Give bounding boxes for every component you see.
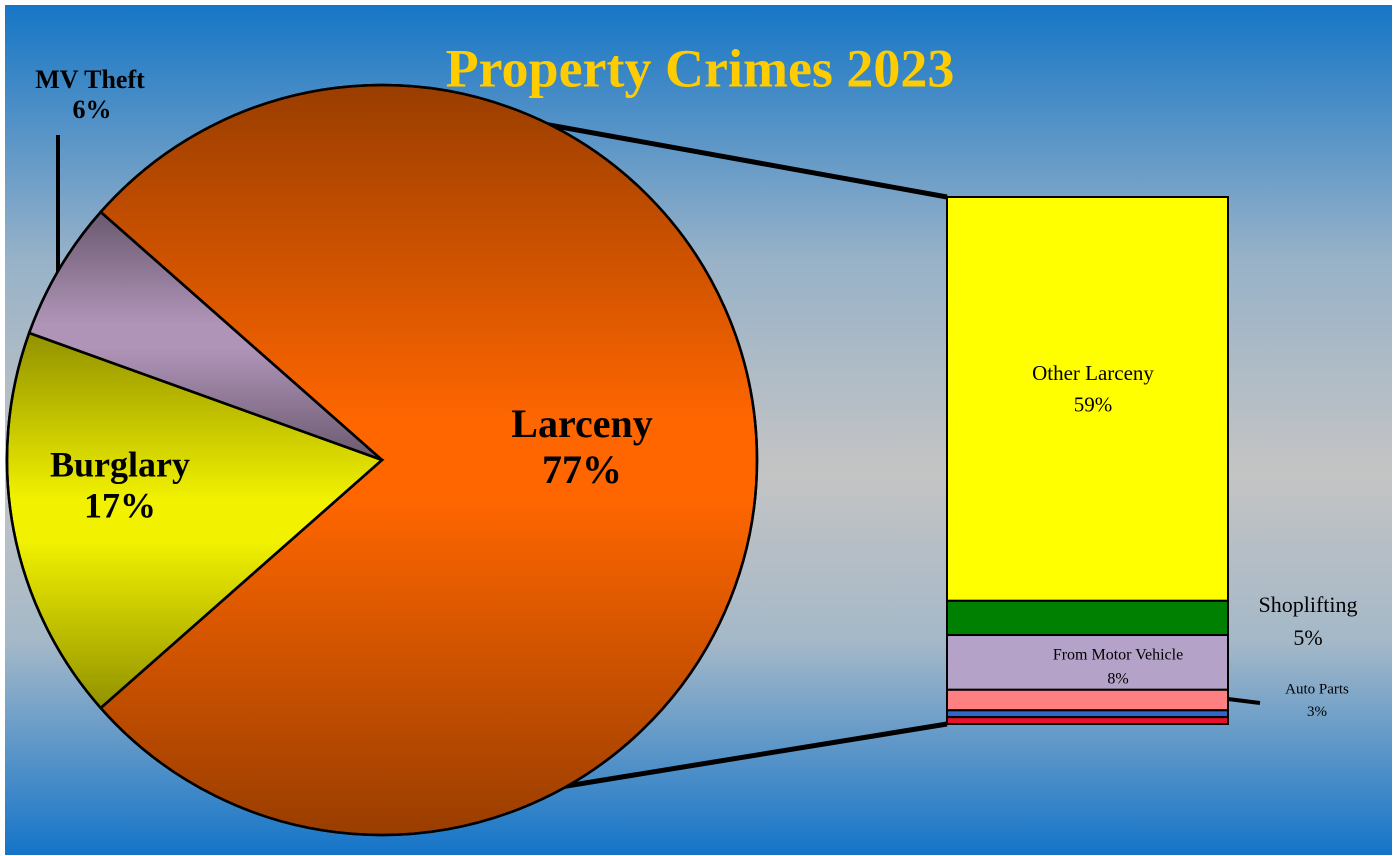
slice-value-label: 77% (542, 447, 622, 492)
segment-label: Auto Parts (1285, 681, 1349, 697)
slice-shade (27, 210, 383, 462)
slice-value-label: 6% (73, 95, 112, 124)
slice-label: MV Theft (35, 65, 145, 94)
bar-segment (946, 196, 1229, 602)
segment-value-label: 8% (1107, 671, 1128, 688)
segment-value-label: 59% (1074, 392, 1113, 416)
bar-segment (946, 599, 1229, 637)
slice-label: Burglary (50, 444, 190, 484)
bar-segment (946, 716, 1229, 725)
bar-segment (946, 688, 1229, 712)
slice-shade (98, 83, 759, 837)
segment-value-label: 3% (1307, 704, 1327, 720)
slice-label: Larceny (511, 401, 652, 446)
chart-title: Property Crimes 2023 (446, 38, 955, 98)
leader-line (1227, 697, 1261, 705)
segment-label: From Motor Vehicle (1053, 647, 1183, 664)
segment-value-label: 5% (1293, 625, 1322, 650)
slice-value-label: 17% (84, 486, 156, 526)
segment-label: Shoplifting (1258, 592, 1357, 617)
bar-segment (946, 709, 1229, 719)
bar-segment (946, 634, 1229, 691)
segment-label: Other Larceny (1032, 361, 1154, 385)
